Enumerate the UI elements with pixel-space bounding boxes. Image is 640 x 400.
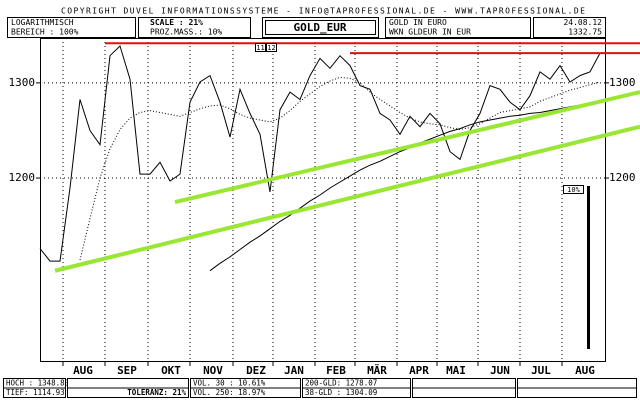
- trend-line: [174, 90, 640, 205]
- scale-bar: [587, 186, 590, 349]
- copyright: COPYRIGHT DUVEL INFORMATIONSSYSTEME - IN…: [61, 7, 585, 16]
- x-tick-label: DEZ: [246, 364, 266, 377]
- gld38: 38-GLD : 1304.09: [305, 388, 377, 397]
- plot: 1200 1200 1300 1300 AUG SEP OKT NOV DEZ JAN FEB MÄR…: [9, 38, 640, 377]
- x-tick-label: AUG: [73, 364, 93, 377]
- x-tick-label: JUL: [531, 364, 551, 377]
- high: HOCH : 1348.83: [6, 379, 69, 388]
- scale-label: 10%: [567, 186, 580, 194]
- title-box-inner: [265, 20, 376, 35]
- scale: SCALE : 21%: [150, 18, 203, 27]
- low: TIEF: 1114.93: [6, 388, 65, 397]
- marker-box: [266, 43, 277, 52]
- x-tick-label: JAN: [284, 364, 304, 377]
- x-tick-label: SEP: [117, 364, 137, 377]
- title-box: [262, 17, 379, 38]
- scale-box: [563, 185, 584, 194]
- y-tick-label: 1200: [9, 171, 36, 184]
- marker: 12: [267, 44, 275, 52]
- tolerance: TOLERANZ: 21%: [127, 388, 186, 397]
- proz: PROZ.MASS.: 10%: [150, 28, 222, 37]
- marker: 11: [256, 44, 264, 52]
- chart-title: GOLD_EUR: [294, 21, 347, 34]
- x-tick-label: MÄR: [367, 363, 387, 377]
- y-tick-label: 1300: [609, 76, 636, 89]
- info-box: [533, 17, 606, 38]
- info-box: [385, 17, 531, 38]
- info-box: [138, 17, 251, 38]
- x-tick-label: FEB: [326, 364, 346, 377]
- vol30: VOL. 30 : 10.61%: [193, 379, 266, 388]
- plot-frame: [40, 38, 606, 362]
- x-tick-label: JUN: [490, 364, 510, 377]
- y-tick-label: 1300: [9, 76, 36, 89]
- gld200: 200-GLD: 1278.07: [305, 379, 377, 388]
- trend-line: [54, 124, 640, 273]
- x-tick-label: OKT: [161, 364, 181, 377]
- x-tick-label: MAI: [446, 364, 466, 377]
- info-box: [7, 17, 136, 38]
- range: BEREICH : 100%: [11, 28, 79, 37]
- y-tick-label: 1200: [609, 171, 636, 184]
- instrument: GOLD IN EURO: [389, 18, 447, 27]
- vol250: VOL. 250: 18.97%: [193, 388, 266, 397]
- last-price: 1332.75: [568, 28, 602, 37]
- series-line: [39, 45, 601, 262]
- x-tick-label: APR: [409, 364, 429, 377]
- wkn: WKN GLDEUR IN EUR: [389, 28, 471, 37]
- x-tick-label: AUG: [575, 364, 595, 377]
- marker-box: [255, 43, 266, 52]
- scale-mode: LOGARITHMISCH: [11, 18, 74, 27]
- x-tick-label: NOV: [203, 364, 223, 377]
- date: 24.08.12: [563, 18, 602, 27]
